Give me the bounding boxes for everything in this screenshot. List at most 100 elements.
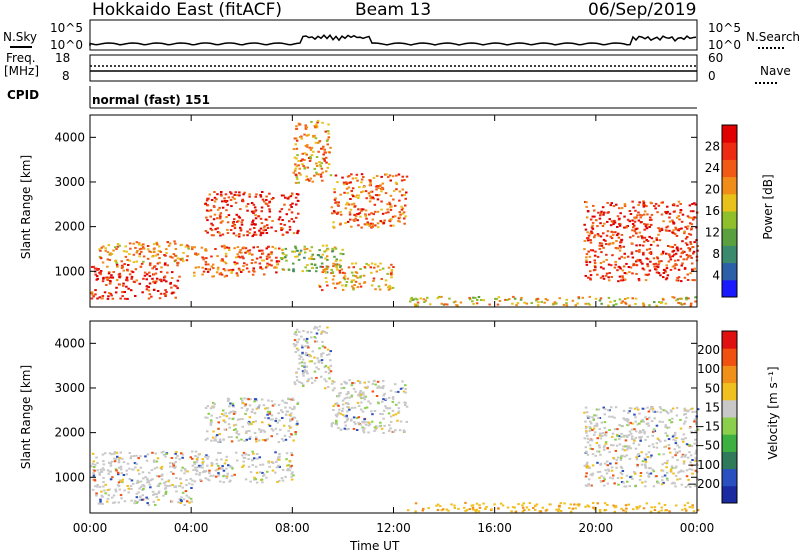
- scatter-cell: [291, 250, 294, 253]
- scatter-cell: [100, 246, 103, 249]
- scatter-cell: [140, 498, 144, 501]
- scatter-cell: [103, 291, 107, 294]
- scatter-cell: [207, 263, 210, 266]
- scatter-cell: [110, 453, 113, 456]
- scatter-cell: [106, 489, 110, 491]
- scatter-cell: [540, 300, 543, 303]
- scatter-cell: [436, 509, 440, 511]
- scatter-cell: [674, 485, 677, 488]
- scatter-cell: [104, 247, 107, 250]
- scatter-cell: [90, 291, 94, 294]
- scatter-cell: [344, 284, 348, 287]
- scatter-cell: [635, 456, 638, 459]
- scatter-cell: [246, 209, 249, 212]
- scatter-cell: [634, 217, 637, 220]
- scatter-cell: [646, 223, 650, 226]
- scatter-cell: [232, 405, 235, 408]
- scatter-cell: [380, 200, 383, 203]
- scatter-cell: [684, 486, 688, 488]
- scatter-cell: [587, 234, 591, 237]
- scatter-cell: [218, 206, 221, 209]
- scatter-cell: [287, 196, 291, 199]
- scatter-cell: [512, 295, 515, 298]
- scatter-cell: [222, 438, 225, 441]
- scatter-cell: [629, 236, 632, 239]
- scatter-cell: [281, 257, 284, 259]
- scatter-cell: [325, 161, 328, 164]
- scatter-cell: [320, 359, 324, 362]
- scatter-cell: [313, 174, 316, 177]
- scatter-cell: [119, 468, 123, 471]
- scatter-cell: [363, 281, 366, 284]
- scatter-cell: [149, 479, 153, 482]
- scatter-cell: [294, 433, 297, 436]
- scatter-cell: [680, 469, 683, 472]
- scatter-cell: [122, 461, 126, 464]
- scatter-cell: [96, 277, 99, 280]
- scatter-cell: [142, 260, 145, 263]
- scatter-cell: [591, 221, 595, 224]
- scatter-cell: [595, 423, 599, 425]
- scatter-cell: [362, 427, 365, 430]
- scatter-cell: [515, 304, 518, 307]
- scatter-cell: [94, 293, 97, 296]
- scatter-cell: [320, 353, 323, 356]
- scatter-cell: [602, 246, 605, 249]
- scatter-cell: [682, 470, 685, 473]
- scatter-cell: [589, 218, 593, 221]
- scatter-cell: [691, 268, 694, 271]
- scatter-cell: [686, 501, 690, 504]
- scatter-cell: [298, 172, 301, 175]
- scatter-cell: [621, 275, 624, 278]
- scatter-cell: [130, 275, 134, 278]
- scatter-cell: [337, 426, 340, 429]
- scatter-cell: [112, 494, 116, 497]
- scatter-cell: [593, 215, 596, 218]
- scatter-cell: [384, 211, 388, 214]
- scatter-cell: [599, 462, 603, 465]
- scatter-cell: [238, 191, 241, 194]
- scatter-cell: [639, 475, 642, 477]
- scatter-cell: [288, 426, 292, 429]
- scatter-cell: [260, 478, 264, 481]
- scatter-cell: [351, 187, 355, 190]
- scatter-cell: [667, 245, 670, 247]
- scatter-cell: [217, 441, 220, 444]
- scatter-cell: [399, 420, 403, 423]
- scatter-cell: [386, 203, 389, 206]
- scatter-cell: [315, 173, 319, 176]
- scatter-cell: [374, 428, 377, 431]
- scatter-cell: [304, 251, 307, 254]
- scatter-cell: [343, 191, 346, 194]
- scatter-cell: [633, 230, 637, 233]
- scatter-cell: [291, 471, 294, 474]
- scatter-cell: [180, 243, 184, 246]
- scatter-cell: [624, 510, 628, 513]
- scatter-cell: [639, 430, 642, 432]
- scatter-cell: [382, 417, 385, 420]
- scatter-cell: [645, 471, 649, 474]
- scatter-cell: [369, 181, 372, 184]
- scatter-cell: [231, 196, 235, 199]
- scatter-cell: [321, 121, 324, 124]
- scatter-cell: [228, 417, 231, 420]
- scatter-cell: [684, 507, 687, 510]
- scatter-cell: [675, 465, 678, 468]
- scatter-cell: [122, 284, 125, 287]
- scatter-cell: [209, 423, 213, 426]
- scatter-cell: [691, 407, 694, 410]
- scatter-cell: [139, 485, 143, 488]
- scatter-cell: [414, 510, 417, 513]
- scatter-cell: [687, 297, 690, 300]
- scatter-cell: [676, 459, 679, 462]
- scatter-cell: [137, 491, 140, 494]
- scatter-cell: [218, 214, 222, 217]
- scatter-cell: [296, 249, 299, 252]
- scatter-cell: [557, 508, 561, 511]
- scatter-cell: [336, 268, 339, 271]
- scatter-cell: [618, 438, 621, 441]
- scatter-cell: [204, 477, 207, 480]
- scatter-cell: [305, 269, 309, 272]
- scatter-cell: [158, 297, 162, 300]
- scatter-cell: [156, 253, 159, 256]
